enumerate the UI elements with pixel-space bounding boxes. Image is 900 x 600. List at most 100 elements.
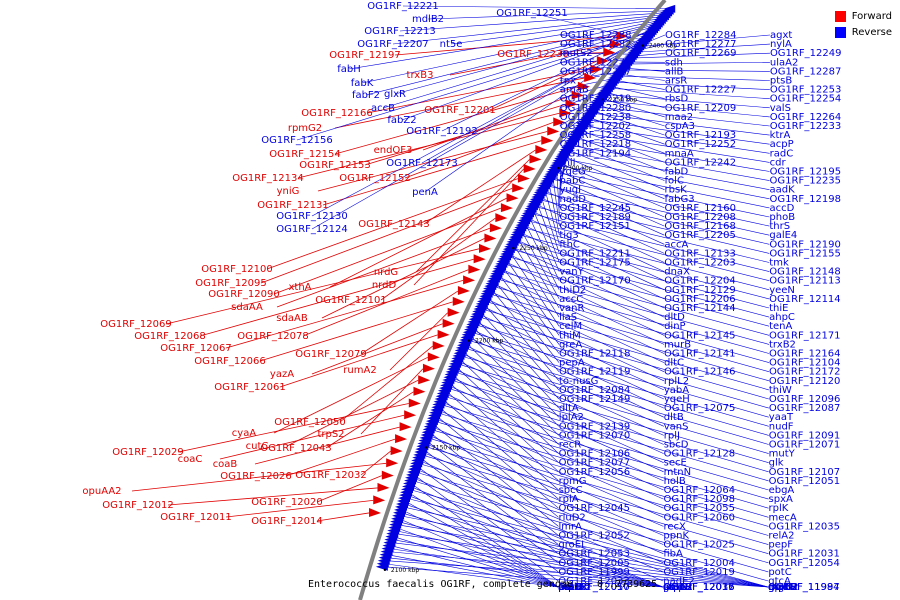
reverse-gene-label: ptsB xyxy=(770,76,792,87)
reverse-connector xyxy=(553,171,770,218)
reverse-gene-label: groES xyxy=(663,582,692,593)
forward-gene-arrow xyxy=(478,243,491,253)
reverse-gene-label: OG1RF_12280 xyxy=(560,103,632,114)
forward-connector xyxy=(311,323,443,375)
reverse-connector xyxy=(557,164,770,209)
reverse-gene-label: rplA xyxy=(559,494,579,505)
reverse-connector xyxy=(495,278,770,354)
forward-connector xyxy=(404,121,554,179)
reverse-gene-label: OG1RF_12146 xyxy=(664,367,736,378)
reverse-gene-label: rplL2 xyxy=(664,376,689,387)
forward-gene-arrow xyxy=(596,56,609,66)
reverse-gene-label: OG1RF_12252 xyxy=(665,139,737,150)
reverse-connector xyxy=(515,239,665,309)
scale-tick xyxy=(512,246,515,250)
reverse-gene-label: atpE2 xyxy=(768,582,797,593)
forward-connector xyxy=(449,44,610,76)
reverse-gene-label: OG1RF_12031 xyxy=(768,549,840,560)
reverse-connector xyxy=(394,23,659,95)
forward-connector xyxy=(254,426,400,465)
reverse-connector xyxy=(518,234,770,300)
forward-connector xyxy=(260,188,513,284)
reverse-gene-label: groEL xyxy=(558,540,587,551)
reverse-gene-label: aadK xyxy=(770,185,796,196)
reverse-gene-label: pepF xyxy=(768,540,793,551)
reverse-connector xyxy=(405,497,769,588)
reverse-connector xyxy=(481,308,769,391)
reverse-gene-label: atpF3 xyxy=(558,582,587,593)
reverse-connector xyxy=(413,474,559,582)
reverse-gene-label: dltD xyxy=(664,312,685,323)
reverse-connector xyxy=(296,30,653,141)
reverse-gene-label: OG1RF_12249 xyxy=(770,48,842,59)
reverse-gene-label: OG1RF_12120 xyxy=(769,376,841,387)
reverse-gene-label: rnr xyxy=(768,582,783,593)
reverse-gene-label: OG1RF_12075 xyxy=(664,403,736,414)
reverse-connector xyxy=(431,426,664,527)
legend: Forward Reverse xyxy=(834,8,892,40)
forward-gene-arrow xyxy=(427,352,440,362)
reverse-connector xyxy=(392,14,667,45)
reverse-gene-label: OG1RF_12219 xyxy=(560,94,632,105)
forward-gene-arrow xyxy=(506,193,519,203)
reverse-connector xyxy=(437,412,769,509)
reverse-gene-label: amiD5 xyxy=(558,582,591,593)
reverse-connector xyxy=(614,79,665,90)
reverse-gene-label: rpmG xyxy=(559,476,587,487)
reverse-connector xyxy=(535,203,665,263)
reverse-connector xyxy=(619,73,665,81)
forward-gene-arrow xyxy=(452,296,465,306)
forward-gene-arrow xyxy=(553,117,566,127)
reverse-gene-label: rbsD xyxy=(665,94,689,105)
forward-gene-label: OG1RF_12068 xyxy=(134,331,206,342)
reverse-connector xyxy=(454,368,664,463)
reverse-gene-label: OG1RF_12148 xyxy=(769,267,841,278)
reverse-connector xyxy=(427,10,670,20)
reverse-connector xyxy=(460,355,769,445)
reverse-gene-label: OG1RF_12277 xyxy=(665,39,737,50)
reverse-connector xyxy=(537,199,770,254)
reverse-connector xyxy=(488,293,770,372)
forward-gene-arrow xyxy=(500,203,513,213)
reverse-gene-label: OG1RF_12238 xyxy=(560,112,632,123)
reverse-connector xyxy=(548,180,560,236)
forward-connector xyxy=(394,35,617,56)
forward-gene-arrow xyxy=(418,375,431,385)
forward-gene-arrow xyxy=(377,482,390,492)
reverse-connector xyxy=(406,494,664,588)
reverse-gene-label: glk xyxy=(769,458,784,469)
reverse-connector xyxy=(402,5,672,10)
reverse-gene-label: OG1RF_12016 xyxy=(663,582,735,593)
reverse-gene-label: secE xyxy=(664,458,687,469)
reverse-gene-label: OG1RF_12129 xyxy=(664,285,736,296)
reverse-gene-label: atpH xyxy=(558,582,582,593)
reverse-connector xyxy=(424,446,769,545)
reverse-gene-label: yabA xyxy=(664,385,689,396)
forward-connector xyxy=(413,168,524,286)
reverse-connector xyxy=(421,454,769,554)
forward-connector xyxy=(165,248,480,325)
forward-connector xyxy=(415,159,530,273)
reverse-connector xyxy=(400,515,769,588)
reverse-gene-label: glxR xyxy=(384,89,406,100)
forward-connector xyxy=(297,112,560,179)
forward-gene-arrow xyxy=(422,363,435,373)
reverse-gene-label: OG1RF_12053 xyxy=(558,549,630,560)
reverse-connector xyxy=(435,415,559,518)
reverse-connector xyxy=(513,244,560,318)
reverse-gene-label: OG1RF_12173 xyxy=(386,158,458,169)
reverse-connector xyxy=(559,77,617,90)
reverse-gene-label: glxK xyxy=(768,582,790,593)
reverse-gene-label: yeeN xyxy=(769,285,795,296)
reverse-connector xyxy=(532,208,560,272)
reverse-connector xyxy=(588,117,665,145)
forward-gene-label: nrdG xyxy=(374,267,398,278)
reverse-connector xyxy=(451,376,664,473)
reverse-connector xyxy=(562,158,770,200)
reverse-connector xyxy=(580,129,665,163)
reverse-connector xyxy=(504,261,665,336)
forward-gene-label: OG1RF_12066 xyxy=(194,356,266,367)
forward-gene-marks xyxy=(369,31,629,517)
reverse-gene-label: OG1RF_12052 xyxy=(558,531,630,542)
